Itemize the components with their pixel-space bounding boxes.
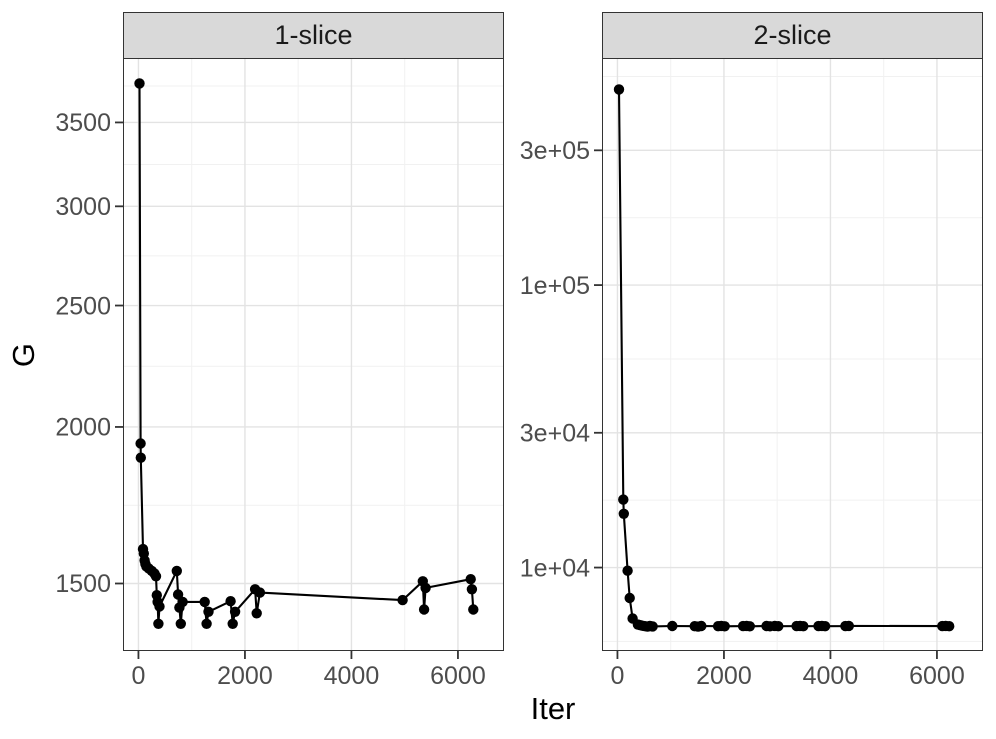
data-point: [203, 606, 214, 617]
data-point: [613, 84, 625, 95]
data-point: [468, 604, 479, 615]
y-tick-label: 3500: [55, 109, 111, 137]
y-axis-title: G: [6, 342, 41, 368]
data-point: [618, 494, 629, 505]
facet-strip-label: 1-slice: [274, 20, 353, 50]
data-point: [618, 508, 629, 519]
x-tick-label: 6000: [909, 662, 965, 690]
facet-panel-2-slice: 0 2000 4000 6000 1e+04 3e+04 1e+05 3e+05: [520, 58, 983, 690]
data-point: [744, 621, 755, 632]
data-point: [201, 618, 212, 629]
data-point: [135, 438, 146, 449]
data-point: [819, 621, 831, 632]
facet-strip-1-slice: 1-slice: [123, 12, 504, 59]
data-point: [798, 621, 809, 632]
data-point: [418, 604, 430, 615]
data-point: [177, 596, 188, 608]
data-point: [944, 621, 955, 632]
series-line: [617, 89, 950, 628]
data-point: [227, 618, 238, 629]
data-point: [624, 592, 635, 604]
data-point: [134, 78, 145, 89]
data-point: [843, 620, 854, 632]
data-point: [696, 620, 707, 632]
data-point: [229, 606, 241, 617]
data-point: [420, 582, 431, 594]
data-point: [154, 601, 165, 612]
data-point: [153, 618, 164, 629]
data-point: [397, 594, 408, 606]
data-point: [171, 565, 182, 577]
y-tick-label: 2000: [55, 414, 111, 442]
data-point: [199, 596, 210, 608]
data-point: [175, 618, 186, 629]
data-point: [667, 620, 678, 632]
y-tick-label: 3e+05: [520, 137, 590, 165]
data-point: [622, 565, 633, 576]
y-tick-label: 3000: [55, 193, 111, 221]
y-tick-label: 1500: [55, 570, 111, 598]
x-tick-label: 4000: [803, 662, 859, 690]
y-tick-label: 1e+05: [520, 272, 590, 300]
x-tick-label: 4000: [324, 662, 380, 690]
facet-strip-2-slice: 2-slice: [602, 12, 983, 59]
x-tick-label: 0: [131, 662, 145, 690]
y-tick-label: 3e+04: [520, 420, 590, 448]
data-point: [465, 574, 476, 585]
y-tick-label: 1e+04: [520, 554, 590, 582]
x-axis-title: Iter: [530, 691, 576, 726]
data-point: [466, 584, 478, 595]
y-tick-label: 2500: [55, 292, 111, 320]
x-tick-label: 2000: [217, 662, 273, 690]
data-point: [150, 571, 162, 582]
x-tick-label: 0: [610, 662, 624, 690]
data-point: [251, 608, 262, 619]
data-point: [135, 452, 146, 463]
facet-panel-1-slice: 0 2000 4000 6000 1500 2000 2500 3000 3500: [55, 58, 504, 690]
facet-strip-label: 2-slice: [753, 20, 832, 50]
data-point: [647, 621, 658, 632]
x-tick-label: 2000: [696, 662, 752, 690]
x-tick-label: 6000: [430, 662, 486, 690]
data-point: [254, 587, 266, 598]
data-point: [225, 596, 236, 607]
data-point: [773, 621, 784, 632]
data-point: [719, 621, 730, 632]
